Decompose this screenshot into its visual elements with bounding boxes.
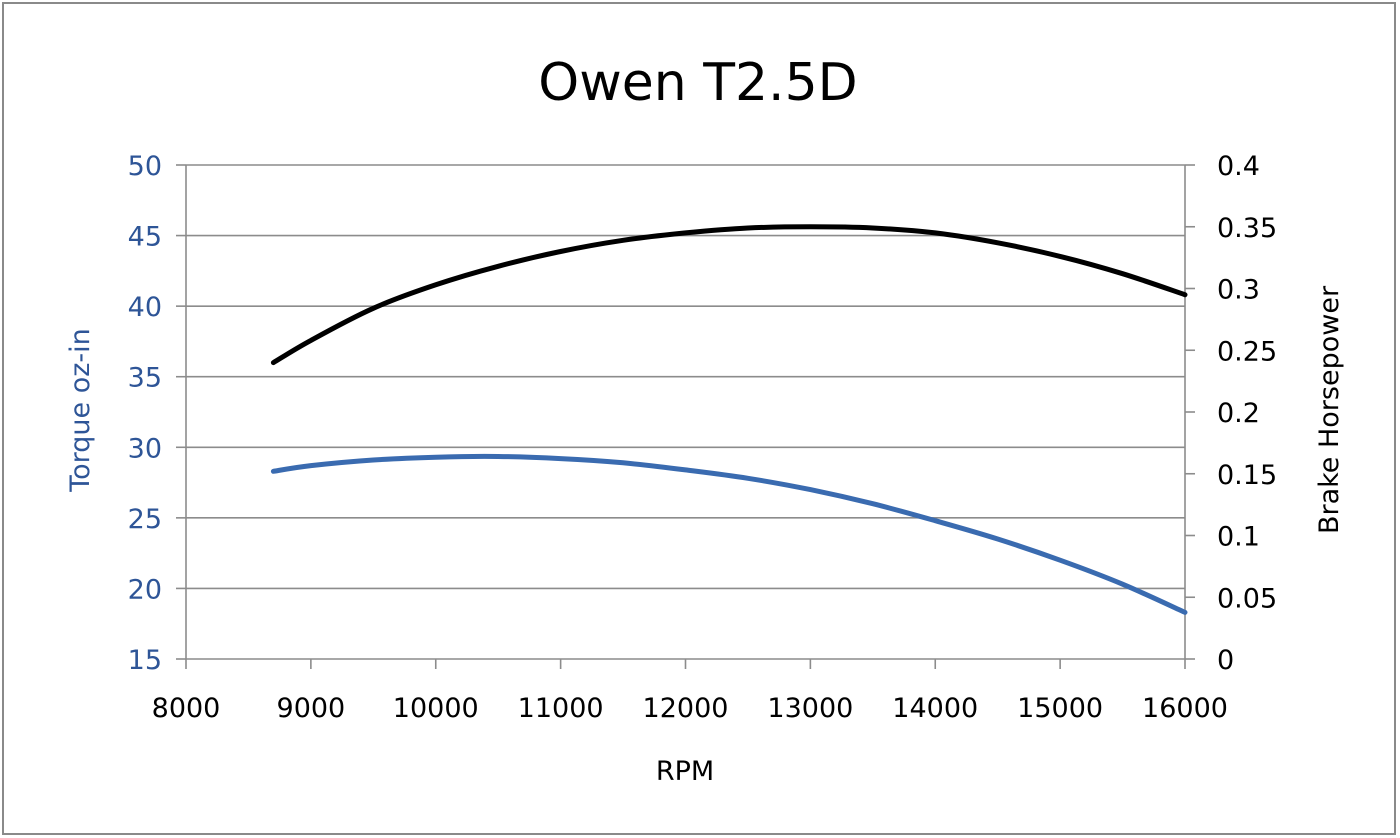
brake-horsepower-line [270, 224, 1188, 366]
y-tick-label: 30 [128, 433, 162, 464]
y2-tick-label: 0.25 [1217, 336, 1277, 367]
x-tick-label: 8000 [152, 693, 221, 724]
y-tick-label: 20 [128, 574, 162, 605]
y-tick-label: 50 [128, 151, 162, 182]
x-tick-label: 14000 [892, 693, 978, 724]
x-axis-title: RPM [656, 756, 714, 787]
y2-axis-title: Brake Horsepower [1314, 285, 1345, 534]
x-tick-label: 9000 [277, 693, 346, 724]
y-tick-label: 40 [128, 292, 162, 323]
gridlines [186, 164, 1185, 590]
y2-tick-label: 0.1 [1217, 522, 1260, 553]
y-tick-label: 45 [128, 222, 162, 253]
torque-line [270, 453, 1188, 615]
tick-labels: 15 20 25 30 35 40 45 50 0 0.05 0.1 0.15 0.2 0.25 0.3 0.… [128, 151, 1277, 724]
y2-tick-label: 0.15 [1217, 460, 1277, 491]
series-lines [270, 224, 1188, 615]
y2-tick-label: 0.05 [1217, 583, 1277, 614]
chart-title: Owen T2.5D [538, 53, 857, 113]
x-tick-label: 10000 [393, 693, 479, 724]
x-tick-label: 16000 [1142, 693, 1228, 724]
y2-tick-label: 0.2 [1217, 398, 1260, 429]
y2-tick-label: 0.4 [1217, 151, 1260, 182]
y-tick-label: 15 [128, 645, 162, 676]
y-tick-label: 25 [128, 504, 162, 535]
x-tick-label: 15000 [1017, 693, 1103, 724]
y2-tick-label: 0.3 [1217, 275, 1260, 306]
y-tick-label: 35 [128, 363, 162, 394]
y-axis-title: Torque oz-in [65, 328, 96, 493]
x-tick-label: 13000 [767, 693, 853, 724]
x-tick-label: 11000 [518, 693, 604, 724]
axes [176, 164, 1195, 669]
y2-tick-label: 0 [1217, 645, 1234, 676]
x-tick-label: 12000 [643, 693, 729, 724]
y2-tick-label: 0.35 [1217, 213, 1277, 244]
